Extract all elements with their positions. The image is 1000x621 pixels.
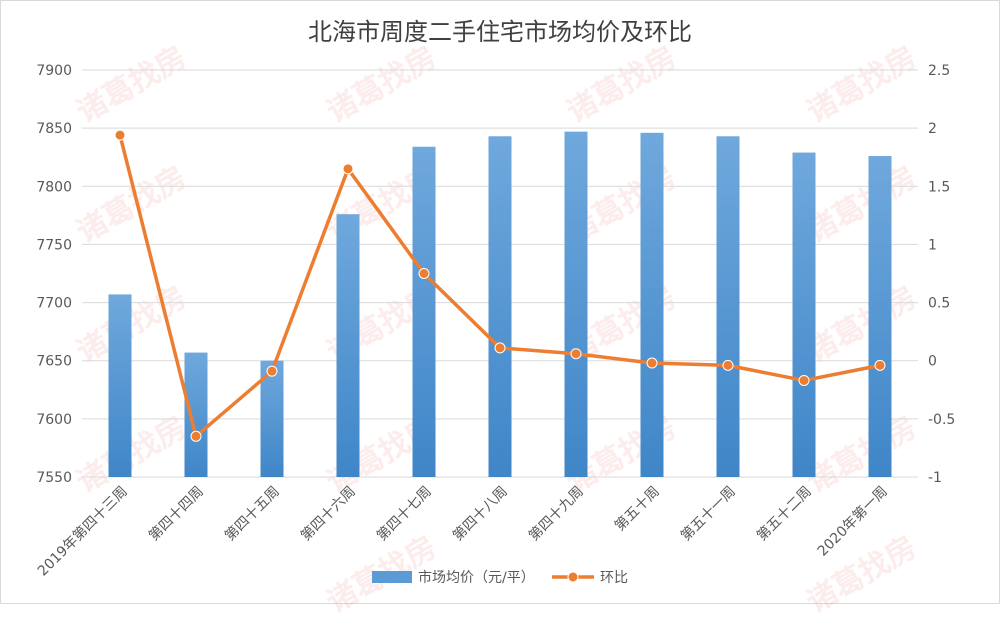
right-axis-tick-label: -0.5 [928,412,955,428]
legend-line-marker [567,571,579,583]
line-point [798,374,810,386]
left-axis-tick-label: 7650 [36,354,72,370]
bar [336,214,360,478]
category-label: 第四十七周 [373,483,435,545]
legend-line-label: 环比 [600,570,628,586]
category-label: 第四十六周 [297,483,359,545]
right-axis-ticks: -1 -0.5 0 0.5 1 1.5 2 2.5 [928,63,955,486]
bar [792,152,816,477]
right-axis-tick-label: 2 [928,121,937,137]
line-series-change [114,129,886,442]
line-point [874,359,886,371]
left-axis-tick-label: 7700 [36,296,72,312]
left-axis-tick-label: 7600 [36,412,72,428]
bar [716,136,740,478]
left-axis-tick-label: 7750 [36,237,72,253]
category-label: 2019年第四十三周 [34,483,131,580]
bar [564,131,588,478]
legend-bar-label: 市场均价（元/平） [418,569,535,586]
bar [868,156,892,477]
right-axis-tick-label: 0 [928,354,937,370]
line-point [114,129,126,141]
right-axis-tick-label: 2.5 [928,63,950,79]
left-axis-ticks: 7550 7600 7650 7700 7750 7800 7850 7900 [36,63,72,486]
line-point [342,163,354,175]
bar [108,294,132,477]
line-point [722,359,734,371]
right-axis-tick-label: -1 [928,470,942,486]
left-axis-tick-label: 7550 [36,470,72,486]
right-axis-tick-label: 1 [928,237,937,253]
left-axis-tick-label: 7900 [36,63,72,79]
category-label: 第五十周 [611,483,663,535]
right-axis-tick-label: 1.5 [928,179,950,195]
legend-bar-swatch [372,571,412,583]
left-axis-tick-label: 7800 [36,179,72,195]
line-point [266,365,278,377]
bar-series-price [108,131,892,478]
line-point [494,342,506,354]
legend: 市场均价（元/平） 环比 [372,569,628,586]
category-label: 第四十五周 [221,483,283,545]
category-labels: 2019年第四十三周 第四十四周 第四十五周 第四十六周 第四十七周 第四十八周 第四十九周… [34,483,891,580]
category-label: 第四十八周 [449,483,511,545]
left-axis-tick-label: 7850 [36,121,72,137]
line-point [418,268,430,279]
right-axis-tick-label: 0.5 [928,296,950,312]
bar [640,132,664,477]
bar [260,360,284,477]
bar [184,352,208,477]
line-point [570,348,582,360]
line-point [646,357,658,369]
category-label: 第五十一周 [677,483,739,545]
bar [488,136,512,478]
bar [412,146,436,477]
combo-chart: 北海市周度二手住宅市场均价及环比 7550 7600 7650 7700 7750 780… [34,18,955,586]
category-label: 第五十二周 [753,483,815,545]
category-label: 第四十四周 [145,483,207,545]
category-label: 第四十九周 [525,483,587,545]
line-point [190,430,202,442]
chart-title: 北海市周度二手住宅市场均价及环比 [308,18,692,46]
category-label: 2020年第一周 [814,483,891,560]
